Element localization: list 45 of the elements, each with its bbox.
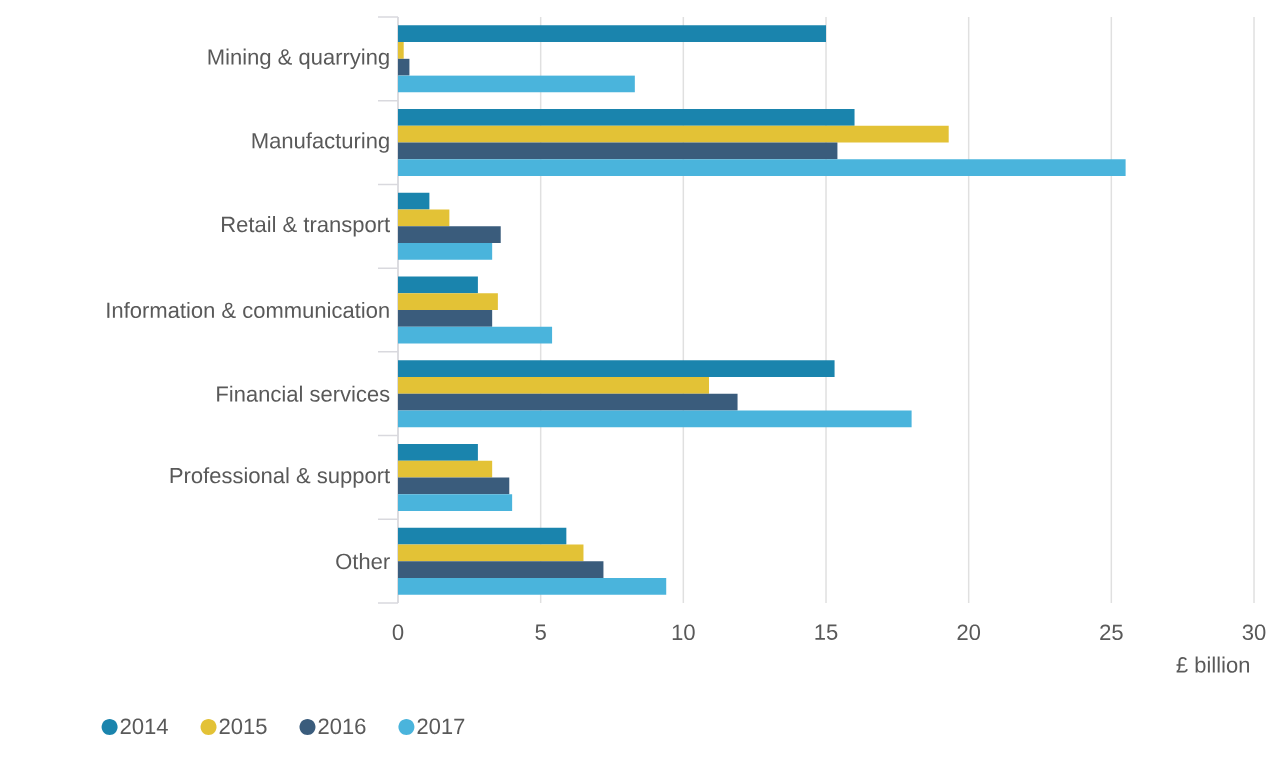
bar [398,393,738,411]
bar [398,577,667,595]
bar [398,527,567,545]
bar [398,410,912,428]
x-tick-label: 10 [672,624,695,641]
bar [398,75,635,93]
y-tick-label: Mining & quarrying [208,48,389,70]
bar [398,276,478,294]
bar [398,376,710,394]
y-tick-label: Other [336,553,390,570]
bar [398,360,835,377]
bar [398,494,513,511]
bar [398,192,430,210]
bar [398,243,493,260]
bar [398,25,827,43]
legend-label: 2016 [318,718,366,735]
legend-label: 2014 [120,718,168,735]
bar [398,142,838,160]
x-tick-label: 25 [1100,624,1123,641]
bar [398,159,1126,177]
bar [398,326,553,344]
bar [398,477,510,495]
y-tick-label: Manufacturing [252,132,389,153]
legend-label: 2017 [417,718,465,735]
x-tick-label: 15 [815,624,838,640]
bar [398,310,493,327]
x-tick-label: 5 [535,624,546,640]
bar [398,460,493,478]
x-tick-label: 20 [957,624,981,641]
y-tick-label: Information & communication [107,301,389,319]
bar [398,209,450,227]
bar [398,443,478,461]
bar [398,561,604,578]
x-tick-label: 30 [1242,624,1266,641]
x-tick-label: 0 [392,624,404,641]
bar [398,544,584,562]
x-axis-title: £ billion [1176,656,1250,673]
y-tick-label: Retail & transport [222,216,391,237]
y-tick-label: Financial services [217,385,390,402]
legend-label: 2015 [219,718,267,735]
bar [398,125,949,143]
bar [398,226,501,244]
y-tick-label: Professional & support [170,467,390,488]
bar [398,293,498,311]
bar [398,109,855,126]
